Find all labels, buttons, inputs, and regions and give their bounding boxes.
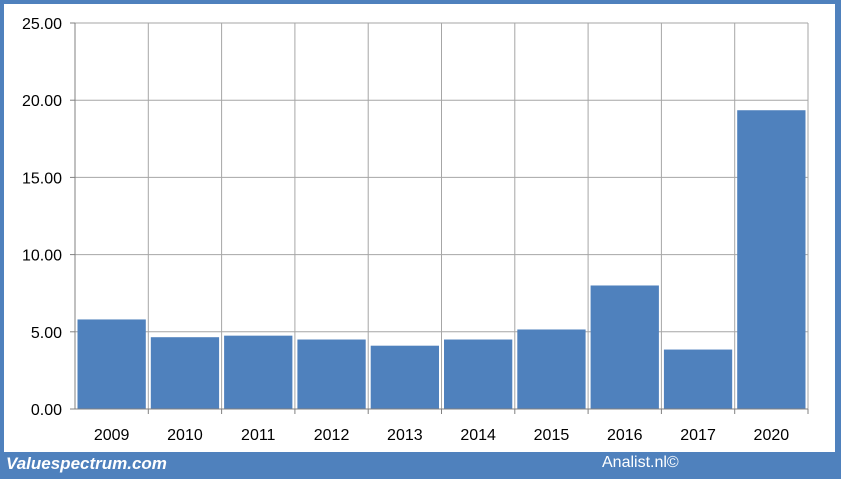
chart-panel: 0.00 5.00 10.00 15.00 20.00 25.00 2009 2010 2011… xyxy=(4,4,835,452)
source-watermark: Valuespectrum.com xyxy=(6,454,167,473)
copyright-credit: Analist.nl© xyxy=(602,454,679,471)
bar-2016 xyxy=(590,285,659,409)
x-tick-label: 2016 xyxy=(607,427,643,444)
x-tick-label: 2010 xyxy=(167,427,203,444)
x-tick-label: 2015 xyxy=(534,427,570,444)
bar-2012 xyxy=(297,339,366,409)
bar-2009 xyxy=(77,319,146,409)
y-tick-label: 20.00 xyxy=(22,93,62,110)
gridlines xyxy=(75,22,809,409)
y-tick-label: 5.00 xyxy=(31,325,62,342)
x-tick-label: 2012 xyxy=(314,427,350,444)
bar-2017 xyxy=(663,349,733,409)
y-tick-label: 0.00 xyxy=(31,402,62,419)
x-tick-label: 2014 xyxy=(460,427,496,444)
bar-2015 xyxy=(517,329,586,409)
x-tick-label: 2020 xyxy=(754,427,790,444)
y-tick-label: 25.00 xyxy=(22,16,62,33)
x-tick-label: 2011 xyxy=(241,427,276,444)
bar-2010 xyxy=(150,337,220,409)
bar-2013 xyxy=(370,345,439,409)
bar-2014 xyxy=(444,339,513,409)
bar-2011 xyxy=(224,335,293,409)
y-tick-label: 10.00 xyxy=(22,248,62,265)
tick-labels: 0.00 5.00 10.00 15.00 20.00 25.00 2009 2010 2011… xyxy=(22,16,789,444)
x-tick-label: 2017 xyxy=(680,427,716,444)
y-tick-label: 15.00 xyxy=(22,170,62,187)
bar-2020 xyxy=(737,110,806,410)
axes xyxy=(70,22,809,414)
bars xyxy=(77,110,806,410)
bar-chart: 0.00 5.00 10.00 15.00 20.00 25.00 2009 2010 2011… xyxy=(22,16,809,444)
x-tick-label: 2009 xyxy=(94,427,130,444)
x-tick-label: 2013 xyxy=(387,427,423,444)
